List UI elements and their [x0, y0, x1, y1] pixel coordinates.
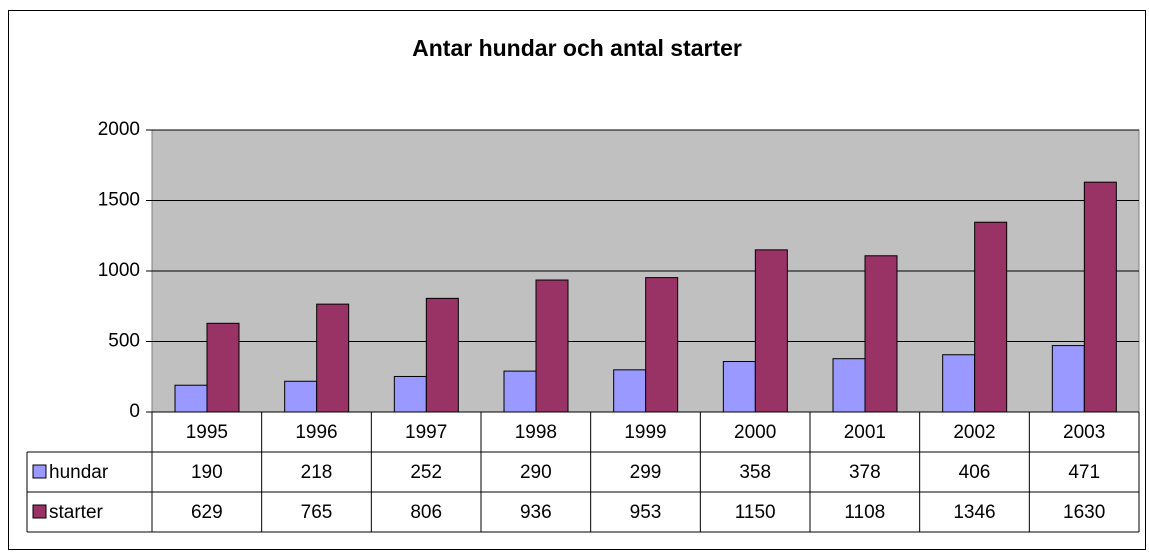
table-value: 1150 — [735, 502, 776, 523]
bar — [754, 249, 788, 413]
bar — [613, 369, 647, 413]
legend-swatch — [32, 504, 47, 519]
table-value: 765 — [301, 502, 333, 523]
bar — [284, 380, 318, 413]
bar — [393, 375, 427, 413]
bar — [1083, 181, 1117, 413]
bar — [645, 277, 679, 413]
bar — [425, 297, 459, 413]
y-tick-label: 1000 — [98, 260, 140, 281]
table-value: 1346 — [953, 502, 995, 523]
table-value: 1108 — [844, 502, 885, 523]
legend-label: starter — [49, 502, 104, 523]
table-value: 378 — [849, 462, 881, 483]
bar — [206, 322, 240, 413]
bar — [174, 384, 208, 413]
bar — [535, 279, 569, 413]
bar — [974, 221, 1008, 413]
table-value: 358 — [739, 462, 771, 483]
bar — [832, 358, 866, 413]
bar — [503, 370, 537, 413]
table-value: 936 — [520, 502, 552, 523]
table-value: 290 — [520, 462, 552, 483]
x-tick-label: 1999 — [624, 422, 666, 443]
legend-swatch — [32, 464, 47, 479]
table-value: 299 — [630, 462, 662, 483]
x-tick-label: 1995 — [186, 422, 228, 443]
x-tick-label: 2000 — [734, 422, 776, 443]
table-value: 190 — [191, 462, 223, 483]
y-tick-label: 2000 — [98, 119, 140, 140]
table-value: 806 — [410, 502, 442, 523]
bar — [942, 354, 976, 413]
chart-title: Antar hundar och antal starter — [412, 35, 742, 61]
table-value: 252 — [410, 462, 442, 483]
y-tick-label: 500 — [108, 331, 140, 352]
bar — [864, 255, 898, 413]
bar — [722, 361, 756, 413]
table-value: 471 — [1068, 462, 1100, 483]
table-value: 218 — [301, 462, 333, 483]
table-value: 629 — [191, 502, 223, 523]
table-value: 1630 — [1063, 502, 1105, 523]
y-tick-label: 0 — [129, 401, 140, 422]
table-value: 406 — [959, 462, 991, 483]
x-tick-label: 1997 — [405, 422, 447, 443]
x-tick-label: 1996 — [295, 422, 337, 443]
bar — [1051, 345, 1085, 413]
legend-label: hundar — [49, 462, 109, 483]
x-tick-label: 1998 — [515, 422, 557, 443]
bar — [316, 303, 350, 413]
table-value: 953 — [630, 502, 662, 523]
x-tick-label: 2001 — [844, 422, 886, 443]
x-tick-label: 2003 — [1063, 422, 1105, 443]
y-tick-label: 1500 — [98, 190, 140, 211]
x-tick-label: 2002 — [953, 422, 995, 443]
